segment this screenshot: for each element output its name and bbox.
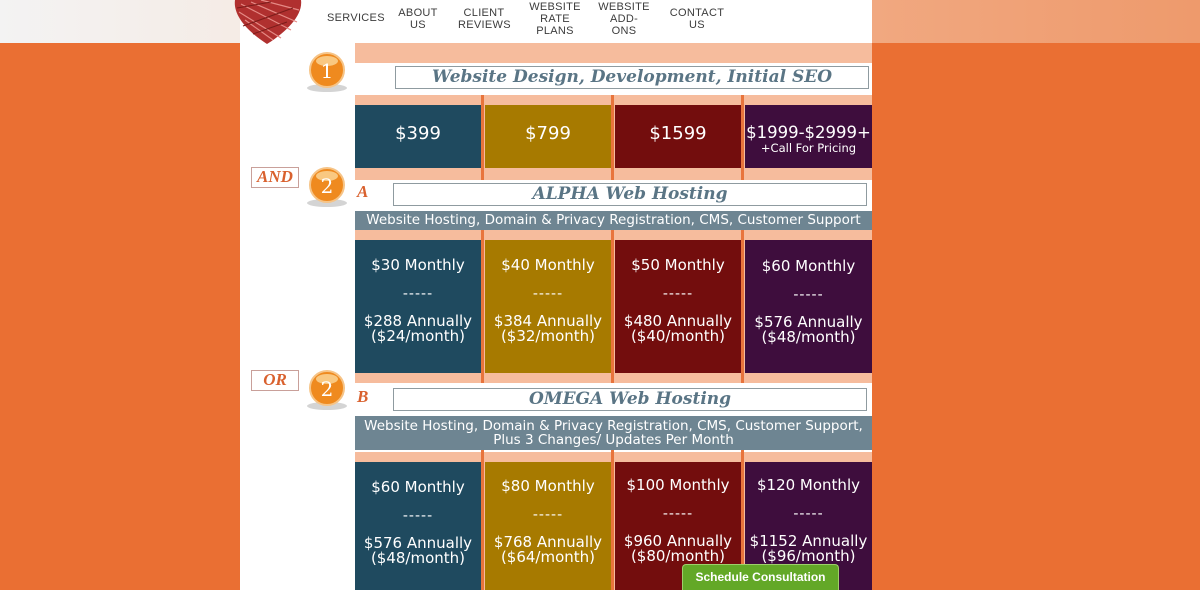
plan-annual: $960 Annually	[623, 532, 733, 550]
plan-letter-b: B	[357, 387, 369, 406]
omega-subtitle-line-1: Website Hosting, Domain & Privacy Regist…	[364, 418, 863, 434]
step-2-badge-icon: 2	[305, 368, 349, 412]
plan-annual: $576 Annually	[754, 313, 863, 331]
alpha-plan-cell: $50 Monthly ----- $480 Annually ($40/mon…	[615, 240, 741, 373]
alpha-plan-cell: $30 Monthly ----- $288 Annually ($24/mon…	[355, 240, 481, 373]
schedule-consultation-button[interactable]: Schedule Consultation	[682, 564, 839, 590]
omega-subtitle-line-2: Plus 3 Changes/ Updates Per Month	[493, 432, 734, 448]
or-connector: OR	[251, 370, 299, 391]
nav-client-reviews[interactable]: CLIENT REVIEWS	[458, 7, 511, 31]
design-price-cell: $799	[485, 105, 611, 168]
design-price: $399	[395, 123, 441, 144]
plan-per-month: ($24/month)	[370, 327, 466, 345]
plan-monthly: $100 Monthly	[626, 476, 730, 494]
omega-hosting-title: OMEGA Web Hosting	[393, 388, 867, 411]
separator	[481, 95, 484, 180]
plan-per-month: ($64/month)	[500, 548, 596, 566]
step-1-title: Website Design, Development, Initial SEO	[395, 66, 869, 89]
design-price-cell: $1999-$2999+ +Call For Pricing	[745, 105, 872, 168]
design-price-cell: $1599	[615, 105, 741, 168]
plan-per-month: ($48/month)	[761, 328, 856, 346]
step-2-badge-icon: 2	[305, 165, 349, 209]
plan-divider: -----	[662, 506, 694, 522]
step-1-badge-icon: 1	[305, 50, 349, 94]
plan-annual: $576 Annually	[363, 534, 473, 552]
separator	[741, 450, 744, 590]
nav-website-rate-plans[interactable]: WEBSITE RATE PLANS	[529, 1, 581, 37]
plan-annual: $768 Annually	[493, 533, 603, 551]
plan-divider: -----	[662, 286, 694, 302]
alpha-hosting-subtitle: Website Hosting, Domain & Privacy Regist…	[355, 211, 872, 230]
nav-website-add-ons[interactable]: WEBSITE ADD- ONS	[598, 1, 650, 37]
plan-per-month: ($40/month)	[630, 327, 726, 345]
nav-contact-us[interactable]: CONTACT US	[669, 7, 725, 31]
separator	[611, 230, 614, 383]
plan-monthly: $30 Monthly	[371, 256, 465, 274]
plan-letter-a: A	[357, 182, 369, 201]
design-price-cell: $399	[355, 105, 481, 168]
plan-annual: $288 Annually	[363, 312, 473, 330]
svg-text:2: 2	[321, 377, 334, 401]
omega-hosting-subtitle: Website Hosting, Domain & Privacy Regist…	[355, 416, 872, 450]
plan-divider: -----	[402, 508, 434, 524]
omega-plan-cell: $80 Monthly ----- $768 Annually ($64/mon…	[485, 462, 611, 590]
plan-monthly: $60 Monthly	[371, 478, 465, 496]
main-nav: SERVICES ABOUT US CLIENT REVIEWS WEBSITE…	[318, 0, 730, 43]
design-price: $1999-$2999+	[746, 123, 871, 142]
nav-services[interactable]: SERVICES	[327, 12, 385, 24]
plan-annual: $384 Annually	[493, 312, 603, 330]
separator	[741, 230, 744, 383]
plan-monthly: $120 Monthly	[756, 476, 860, 494]
plan-annual: $1152 Annually	[749, 532, 868, 550]
alpha-plan-cell: $40 Monthly ----- $384 Annually ($32/mon…	[485, 240, 611, 373]
plan-monthly: $40 Monthly	[501, 256, 595, 274]
omega-plan-cell: $100 Monthly ----- $960 Annually ($80/mo…	[615, 462, 741, 590]
plan-per-month: ($48/month)	[370, 549, 466, 567]
plan-monthly: $60 Monthly	[761, 257, 856, 275]
and-connector: AND	[251, 167, 299, 188]
plan-divider: -----	[532, 507, 564, 523]
heart-logo[interactable]	[231, 0, 305, 44]
svg-text:2: 2	[321, 174, 334, 198]
plan-divider: -----	[793, 287, 824, 303]
separator	[611, 450, 614, 590]
separator	[481, 230, 484, 383]
plan-monthly: $50 Monthly	[631, 256, 725, 274]
plan-per-month: ($80/month)	[630, 547, 726, 565]
plan-per-month: ($32/month)	[500, 327, 596, 345]
separator	[481, 450, 484, 590]
header-right-gradient	[872, 0, 1200, 43]
separator	[611, 95, 614, 180]
design-price: $799	[525, 123, 571, 144]
peach-band	[355, 43, 872, 63]
plan-divider: -----	[793, 506, 824, 522]
plan-monthly: $80 Monthly	[501, 477, 595, 495]
alpha-plan-cell: $60 Monthly ----- $576 Annually ($48/mon…	[745, 240, 872, 373]
separator	[741, 95, 744, 180]
omega-plan-cell: $60 Monthly ----- $576 Annually ($48/mon…	[355, 462, 481, 590]
plan-divider: -----	[402, 286, 434, 302]
design-price: $1599	[649, 123, 707, 144]
svg-text:1: 1	[321, 59, 334, 83]
plan-per-month: ($96/month)	[761, 547, 856, 565]
plan-divider: -----	[532, 286, 564, 302]
alpha-hosting-title: ALPHA Web Hosting	[393, 183, 867, 206]
plan-annual: $480 Annually	[623, 312, 733, 330]
call-for-pricing-note: +Call For Pricing	[760, 141, 857, 155]
nav-about-us[interactable]: ABOUT US	[398, 7, 438, 31]
